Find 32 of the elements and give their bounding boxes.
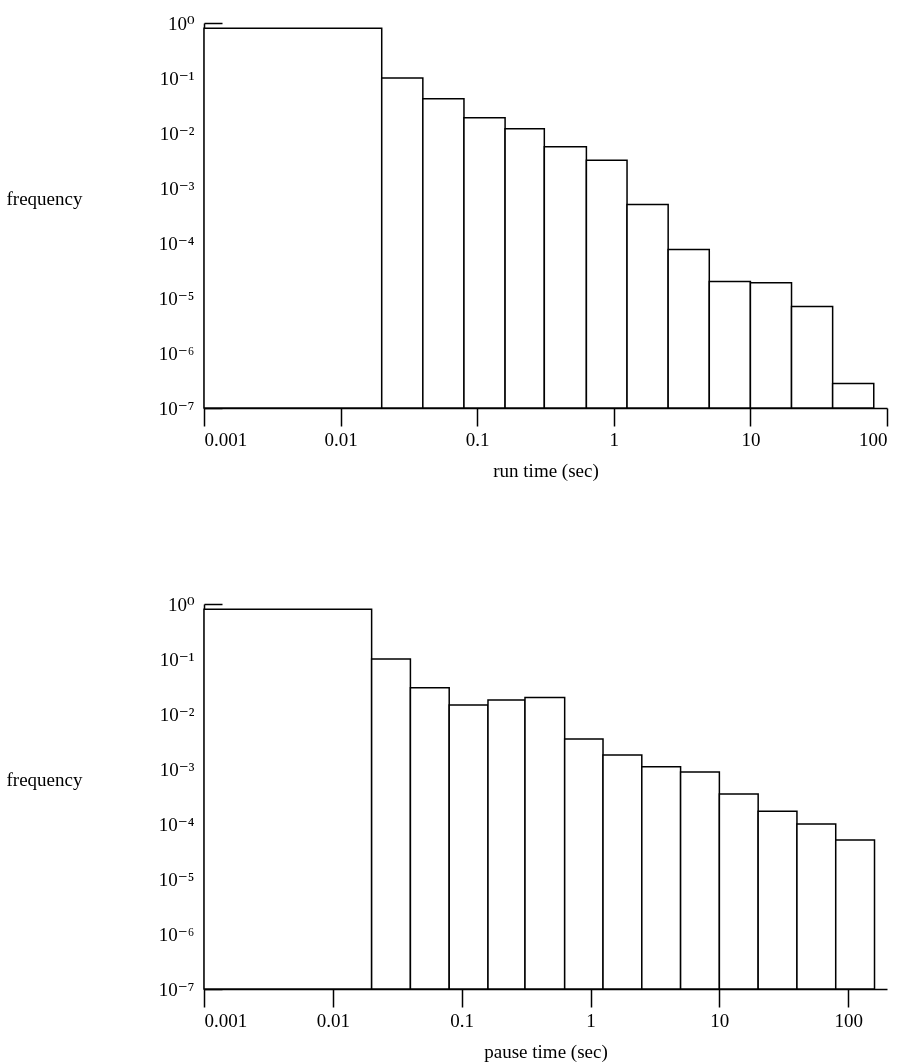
y-tick-label: 10⁻¹ xyxy=(159,648,195,670)
y-tick-label: 10⁻⁷ xyxy=(158,397,195,419)
x-axis-title: pause time (sec) xyxy=(484,1040,608,1063)
x-tick-label: 1 xyxy=(586,1009,596,1031)
y-tick-label: 10⁻⁶ xyxy=(158,342,195,364)
y-tick-label: 10⁻⁴ xyxy=(158,813,195,835)
y-tick-label: 10⁻³ xyxy=(159,177,195,199)
x-tick-label: 10 xyxy=(741,428,761,450)
y-tick-label: 10⁻² xyxy=(159,703,195,725)
x-tick-label: 100 xyxy=(859,428,888,450)
y-tick-label: 10⁻⁴ xyxy=(158,232,195,254)
y-tick-label: 10⁻⁷ xyxy=(158,978,195,1000)
y-tick-label: 10⁰ xyxy=(167,12,195,34)
x-tick-label: 1 xyxy=(609,428,620,450)
y-tick-label: 10⁻⁶ xyxy=(158,923,195,945)
y-tick-label: 10⁻⁵ xyxy=(158,287,195,309)
y-tick-label: 10⁰ xyxy=(167,593,195,615)
y-tick-label: 10⁻¹ xyxy=(159,67,195,89)
y-axis-title: frequency xyxy=(6,187,83,209)
y-tick-label: 10⁻⁵ xyxy=(158,868,195,890)
x-tick-label: 0.01 xyxy=(316,1009,350,1031)
x-tick-label: 10 xyxy=(710,1009,730,1031)
x-axis-title: run time (sec) xyxy=(493,459,599,482)
y-tick-label: 10⁻² xyxy=(159,122,195,144)
x-tick-label: 0.1 xyxy=(450,1009,475,1031)
x-tick-label: 0.001 xyxy=(204,428,248,450)
x-tick-label: 100 xyxy=(834,1009,863,1031)
y-tick-label: 10⁻³ xyxy=(159,758,195,780)
x-tick-label: 0.1 xyxy=(465,428,490,450)
x-tick-label: 0.01 xyxy=(324,428,358,450)
y-axis-title: frequency xyxy=(6,768,83,790)
x-tick-label: 0.001 xyxy=(204,1009,248,1031)
